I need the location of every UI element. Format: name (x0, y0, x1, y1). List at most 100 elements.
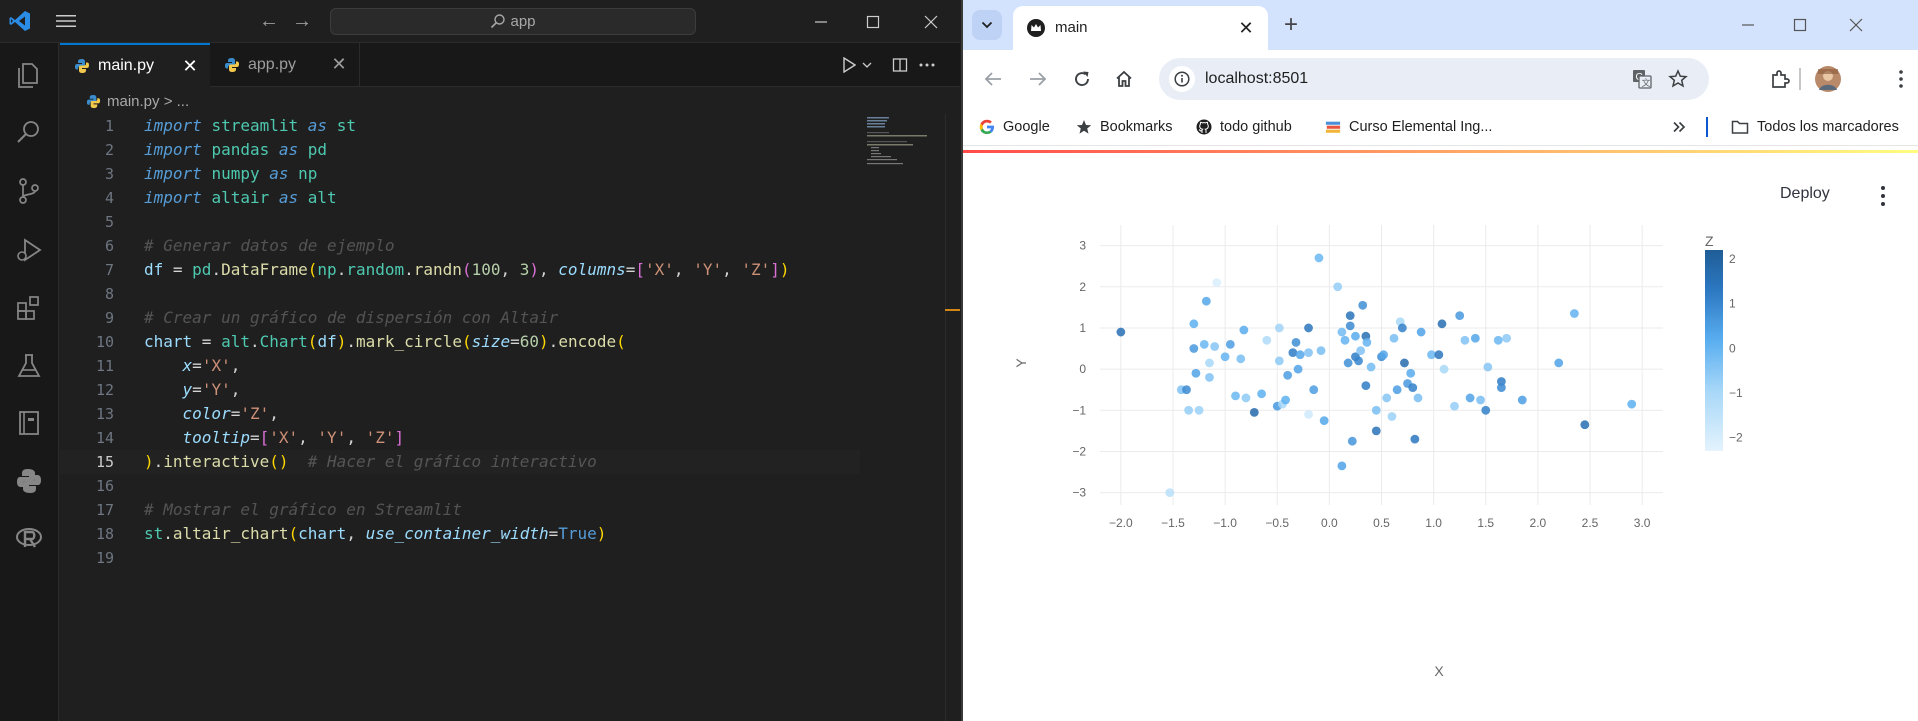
x-tick-label: 0.0 (1321, 516, 1338, 530)
scatter-point (1212, 278, 1222, 288)
close-tab-icon[interactable]: ✕ (182, 56, 198, 76)
maximize-button[interactable] (850, 0, 896, 43)
search-sidebar-icon[interactable] (12, 115, 46, 149)
breadcrumb: main.py > ... (60, 88, 960, 114)
back-arrow-icon[interactable] (980, 66, 1006, 92)
source-control-icon[interactable] (12, 174, 46, 208)
scatter-point (1502, 333, 1512, 343)
minimize-button[interactable] (1723, 0, 1773, 50)
vscode-window: ← → app (0, 0, 960, 721)
altair-scatter-chart[interactable]: −2.0 −1.5 −1.0 −0.5 0.0 0.5 1.0 1.5 2.0 2.5 3.0 −3 −… (963, 153, 1918, 721)
scatter-point (1316, 346, 1326, 355)
reload-icon[interactable] (1069, 66, 1095, 92)
line-number: 3 (104, 165, 114, 183)
chrome-menu-icon[interactable] (1888, 66, 1914, 92)
legend-tick-label: 2 (1729, 252, 1736, 266)
more-actions-icon[interactable] (915, 54, 939, 76)
scatter-point (1314, 253, 1324, 263)
x-tick-label: −1.5 (1161, 516, 1185, 530)
close-tab-icon[interactable]: ✕ (331, 54, 347, 74)
tab-app-label: app.py (248, 56, 297, 73)
run-options-chevron-icon[interactable] (860, 54, 874, 76)
streamlit-main-menu-icon[interactable] (1873, 186, 1893, 206)
bookmark-bookmarks[interactable]: Bookmarks (1076, 117, 1173, 137)
home-icon[interactable] (1111, 66, 1137, 92)
scatter-point (1465, 393, 1475, 403)
scatter-point (1239, 325, 1249, 335)
hamburger-menu-icon[interactable] (55, 13, 77, 29)
tab-app-py[interactable]: app.py ✕ (210, 43, 360, 87)
bookmark-star-icon[interactable] (1667, 68, 1689, 90)
split-editor-icon[interactable] (888, 54, 912, 76)
bookmark-label: Google (1003, 119, 1050, 135)
chrome-window: main ✕ + localhost:8501 G文 (961, 0, 1918, 721)
code-comment: # Generar datos de ejemplo (144, 236, 395, 255)
close-button[interactable] (908, 0, 954, 43)
breadcrumb-more[interactable]: ... (176, 92, 190, 110)
scatter-point (1397, 323, 1407, 333)
address-bar[interactable]: localhost:8501 G文 (1159, 58, 1709, 100)
deploy-button[interactable]: Deploy (1780, 185, 1830, 202)
new-tab-plus-icon[interactable]: + (1283, 11, 1298, 38)
vscode-logo-icon[interactable] (8, 9, 32, 33)
chrome-tabstrip: main ✕ + (963, 0, 1918, 50)
code-comment: # Crear un gráfico de dispersión con Alt… (144, 308, 559, 327)
line-number: 12 (95, 381, 114, 399)
notebook-icon[interactable] (12, 406, 46, 440)
search-icon (491, 14, 506, 29)
scatter-point (1569, 309, 1579, 318)
breadcrumb-separator: > (163, 92, 173, 110)
breadcrumb-file[interactable]: main.py (107, 92, 160, 110)
bookmark-todo-github[interactable]: todo github (1196, 117, 1292, 137)
code-editor[interactable]: 1 import streamlit as st 2 import pandas a… (60, 114, 960, 721)
profile-avatar[interactable] (1815, 66, 1841, 92)
run-python-file-icon[interactable] (837, 54, 861, 76)
code-line: 12 y='Y', (60, 378, 860, 402)
bookmark-google[interactable]: Google (979, 117, 1050, 137)
extensions-icon[interactable] (12, 291, 46, 325)
chrome-toolbar: localhost:8501 G文 (963, 50, 1918, 108)
testing-flask-icon[interactable] (12, 349, 46, 383)
y-tick-label: 2 (1079, 280, 1086, 294)
y-tick-label: −2 (1072, 444, 1086, 458)
translate-icon[interactable]: G文 (1631, 68, 1653, 90)
scatter-point (1291, 337, 1301, 347)
explorer-icon[interactable] (12, 58, 46, 92)
tab-main-py[interactable]: main.py ✕ (60, 43, 210, 87)
line-number: 2 (104, 141, 114, 159)
maximize-button[interactable] (1775, 0, 1825, 50)
close-button[interactable] (1831, 0, 1881, 50)
python-icon[interactable] (12, 464, 46, 498)
forward-arrow-icon[interactable] (1025, 66, 1051, 92)
scatter-point (1304, 323, 1313, 333)
browser-tab-main[interactable]: main ✕ (1013, 6, 1268, 50)
extensions-puzzle-icon[interactable] (1767, 66, 1793, 92)
run-debug-icon[interactable] (12, 233, 46, 267)
scatter-point (1191, 368, 1201, 378)
r-language-icon[interactable] (12, 521, 46, 555)
scatter-point (1281, 395, 1290, 405)
streamlit-header-decoration (963, 150, 1918, 153)
tab-search-chevron-icon[interactable] (972, 10, 1002, 40)
scatter-point (1345, 311, 1355, 320)
streamlit-app: Deploy −2.0 −1.5 −1.0 −0.5 0.0 0.5 1.0 1.5 2.0 2.… (963, 153, 1918, 721)
forward-arrow-icon[interactable]: → (292, 10, 312, 32)
close-tab-icon[interactable]: ✕ (1238, 18, 1254, 38)
scatter-point (1309, 385, 1319, 395)
scatter-point (1236, 354, 1246, 364)
scatter-point (1427, 350, 1436, 360)
scatter-point (1199, 340, 1209, 349)
bookmark-curso-elemental[interactable]: Curso Elemental Ing... (1325, 117, 1492, 137)
minimize-button[interactable] (798, 0, 844, 43)
x-tick-label: 3.0 (1634, 516, 1651, 530)
site-info-icon[interactable] (1169, 66, 1195, 92)
minimap[interactable] (867, 115, 947, 165)
scatter-point (1333, 282, 1343, 292)
bookmarks-overflow-chevron-icon[interactable] (1672, 117, 1686, 137)
bookmark-all-bookmarks[interactable]: Todos los marcadores (1731, 117, 1899, 137)
code-line: 14 tooltip=['X', 'Y', 'Z'] (60, 426, 860, 450)
editor-scrollbar[interactable] (945, 114, 959, 721)
command-center-search[interactable]: app (330, 8, 696, 35)
scatter-point (1304, 348, 1313, 358)
back-arrow-icon[interactable]: ← (259, 10, 279, 32)
